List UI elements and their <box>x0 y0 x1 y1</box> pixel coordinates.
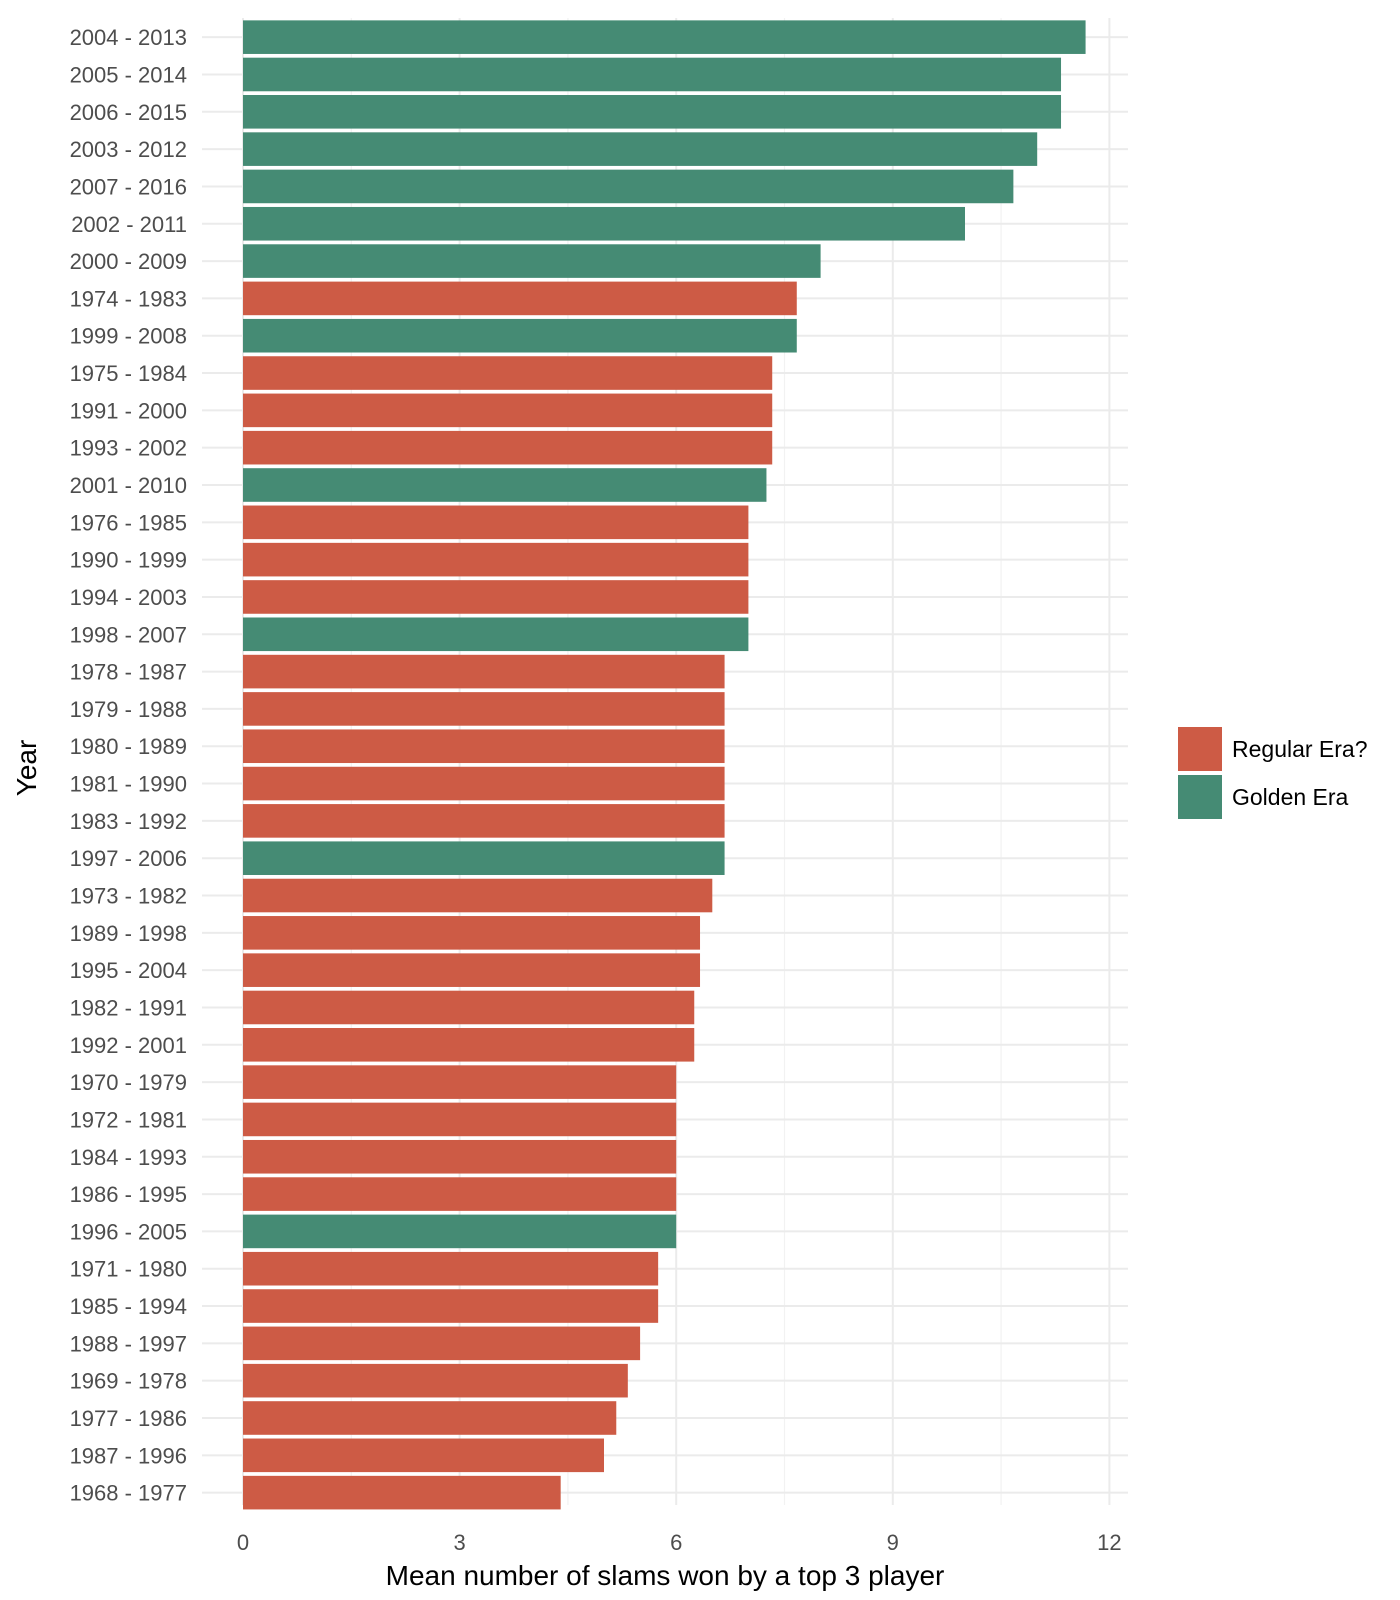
y-axis-title: Year <box>11 740 42 797</box>
y-tick-label: 1968 - 1977 <box>70 1481 187 1506</box>
bar <box>243 244 821 278</box>
bar <box>243 1065 677 1099</box>
y-tick-label: 1973 - 1982 <box>70 884 187 909</box>
bar <box>243 1251 659 1286</box>
bar <box>243 990 695 1025</box>
y-tick-label: 2001 - 2010 <box>70 473 187 498</box>
y-tick-label: 2003 - 2012 <box>70 137 187 162</box>
y-axis-tick-labels: 2004 - 2013 2005 - 2014 2006 - 2015 2003 - … <box>70 25 187 1505</box>
x-tick-label: 0 <box>237 1530 249 1555</box>
bar <box>243 1401 617 1435</box>
y-tick-label: 1979 - 1988 <box>70 697 187 722</box>
bar <box>243 1139 677 1174</box>
bar <box>243 1102 677 1137</box>
bar <box>243 1177 677 1211</box>
y-tick-label: 1985 - 1994 <box>70 1294 187 1319</box>
y-tick-label: 1981 - 1990 <box>70 772 187 797</box>
legend-swatch-regular-era <box>1178 727 1222 771</box>
bar <box>243 132 1038 166</box>
x-axis-tick-labels: 0 3 6 9 12 <box>237 1530 1122 1555</box>
y-tick-label: 2004 - 2013 <box>70 25 187 50</box>
y-tick-label: 1993 - 2002 <box>70 436 187 461</box>
y-tick-label: 1984 - 1993 <box>70 1145 187 1170</box>
y-tick-label: 1976 - 1985 <box>70 510 187 535</box>
y-tick-label: 1977 - 1986 <box>70 1406 187 1431</box>
y-tick-label: 1970 - 1979 <box>70 1070 187 1095</box>
legend: Regular Era? Golden Era <box>1178 727 1368 819</box>
bar <box>243 1028 695 1062</box>
bar <box>243 916 701 950</box>
x-tick-label: 3 <box>453 1530 465 1555</box>
bar <box>243 654 725 689</box>
bar <box>243 841 725 875</box>
y-tick-label: 1983 - 1992 <box>70 809 187 834</box>
y-tick-label: 1982 - 1991 <box>70 995 187 1020</box>
x-tick-label: 12 <box>1097 1530 1121 1555</box>
y-tick-label: 1972 - 1981 <box>70 1107 187 1132</box>
y-tick-label: 1997 - 2006 <box>70 846 187 871</box>
y-tick-label: 1996 - 2005 <box>70 1219 187 1244</box>
bar <box>243 505 749 540</box>
bar <box>243 57 1062 92</box>
bar <box>243 206 965 241</box>
bar <box>243 1326 641 1361</box>
y-tick-label: 2006 - 2015 <box>70 100 187 125</box>
y-tick-label: 1987 - 1996 <box>70 1443 187 1468</box>
bar <box>243 95 1062 129</box>
bar <box>243 766 725 801</box>
bar <box>243 1214 677 1249</box>
y-tick-label: 2000 - 2009 <box>70 249 187 274</box>
y-tick-label: 1990 - 1999 <box>70 548 187 573</box>
y-tick-label: 1975 - 1984 <box>70 361 187 386</box>
legend-label-golden-era: Golden Era <box>1232 784 1349 810</box>
bar <box>243 318 797 353</box>
y-tick-label: 1969 - 1978 <box>70 1369 187 1394</box>
y-tick-label: 1991 - 2000 <box>70 398 187 423</box>
y-tick-label: 1989 - 1998 <box>70 921 187 946</box>
bar <box>243 580 749 614</box>
bar <box>243 356 773 390</box>
legend-label-regular-era: Regular Era? <box>1232 736 1368 762</box>
bar <box>243 393 773 428</box>
bar <box>243 953 701 987</box>
bars <box>243 20 1086 1510</box>
bar <box>243 804 725 838</box>
bar <box>243 20 1086 54</box>
bar <box>243 281 797 316</box>
y-tick-label: 1988 - 1997 <box>70 1331 187 1356</box>
y-tick-label: 1980 - 1989 <box>70 734 187 759</box>
x-tick-label: 9 <box>887 1530 899 1555</box>
bar <box>243 729 725 764</box>
bar <box>243 430 773 465</box>
legend-swatch-golden-era <box>1178 775 1222 819</box>
y-tick-label: 2007 - 2016 <box>70 174 187 199</box>
bar <box>243 1475 561 1510</box>
bar <box>243 1289 659 1323</box>
y-tick-label: 1986 - 1995 <box>70 1182 187 1207</box>
y-tick-label: 1974 - 1983 <box>70 286 187 311</box>
bar <box>243 617 749 652</box>
x-axis-title: Mean number of slams won by a top 3 play… <box>386 1560 945 1591</box>
y-tick-label: 1978 - 1987 <box>70 660 187 685</box>
bar <box>243 542 749 577</box>
y-tick-label: 1995 - 2004 <box>70 958 187 983</box>
y-tick-label: 2002 - 2011 <box>71 212 187 237</box>
bar <box>243 468 767 502</box>
x-tick-label: 6 <box>670 1530 682 1555</box>
bar <box>243 169 1014 204</box>
bar <box>243 878 713 913</box>
bar <box>243 1363 628 1398</box>
y-tick-label: 1992 - 2001 <box>70 1033 187 1058</box>
y-tick-label: 1971 - 1980 <box>70 1257 187 1282</box>
y-tick-label: 1994 - 2003 <box>70 585 187 610</box>
y-tick-label: 2005 - 2014 <box>70 62 187 87</box>
y-tick-label: 1999 - 2008 <box>70 324 187 349</box>
bar <box>243 1438 604 1473</box>
bar <box>243 692 725 726</box>
y-tick-label: 1998 - 2007 <box>70 622 187 647</box>
